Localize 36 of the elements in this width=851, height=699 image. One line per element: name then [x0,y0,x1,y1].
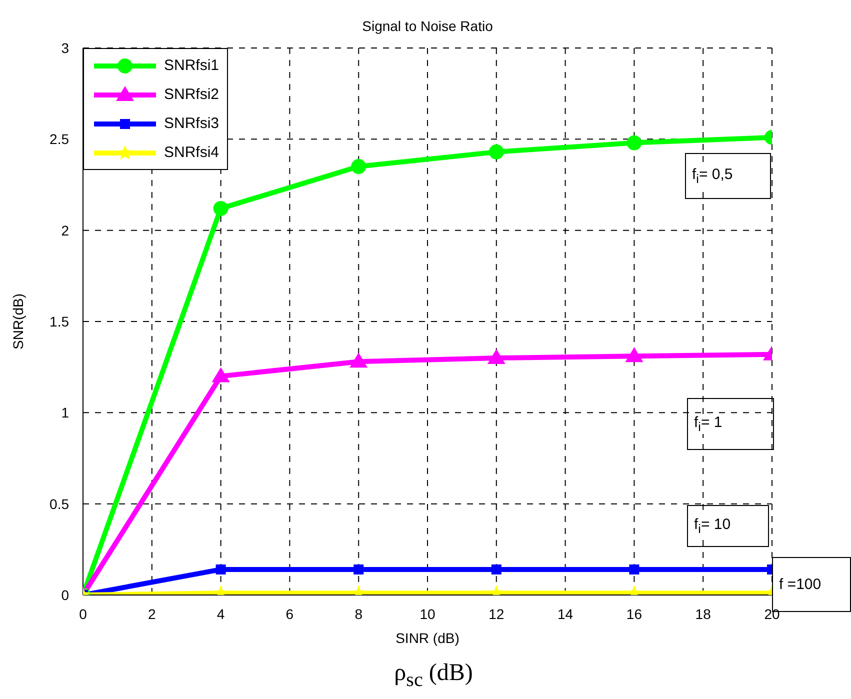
point [213,200,228,216]
x-tick-label: 0 [79,606,88,622]
annotation: f$_{i}$= 1 [694,414,722,434]
y-tick-label: 1 [61,404,70,421]
point [351,159,366,174]
y-tick-label: 0 [61,586,70,603]
x-tick-label: 2 [148,606,156,622]
y-tick-label: 3 [61,40,70,56]
text: f =100 [779,576,822,593]
point [487,348,506,364]
text: ρ$_{sc}$ (dB) [393,660,474,692]
point [350,352,368,368]
y-tick-label: 0.5 [50,496,70,512]
x-tick-label: 8 [354,606,363,622]
x-tick-label: 16 [626,606,642,622]
annotation: f$_{i}$= 10 [694,516,731,536]
point [488,144,504,160]
x-tick-label: 12 [488,606,504,622]
legend-label: SNRfsi2 [164,86,220,103]
x-tick-label: 4 [216,606,225,622]
x-tick-label: 6 [286,606,294,622]
y-axis-title: SNR(dB) [10,293,26,350]
chart-title: Signal to Noise Ratio [361,18,494,34]
x-tick-label: 14 [558,606,574,622]
annotation: f$_{i}$= 0,5 [692,166,733,186]
legend-label: SNRfsi4 [164,144,220,161]
y-tick-label: 2 [61,222,70,238]
x-tick-label: 20 [764,606,780,622]
y-tick-label: 1.5 [50,313,70,330]
point [212,367,230,382]
x-tick-label: 18 [695,606,712,622]
x-tick-label: 10 [420,606,436,622]
legend-label: SNRfsi3 [164,115,220,132]
x-axis-title: SINR (dB) [396,630,460,646]
y-tick-label: 2.5 [50,131,70,148]
legend-label: SNRfsi1 [164,57,220,74]
